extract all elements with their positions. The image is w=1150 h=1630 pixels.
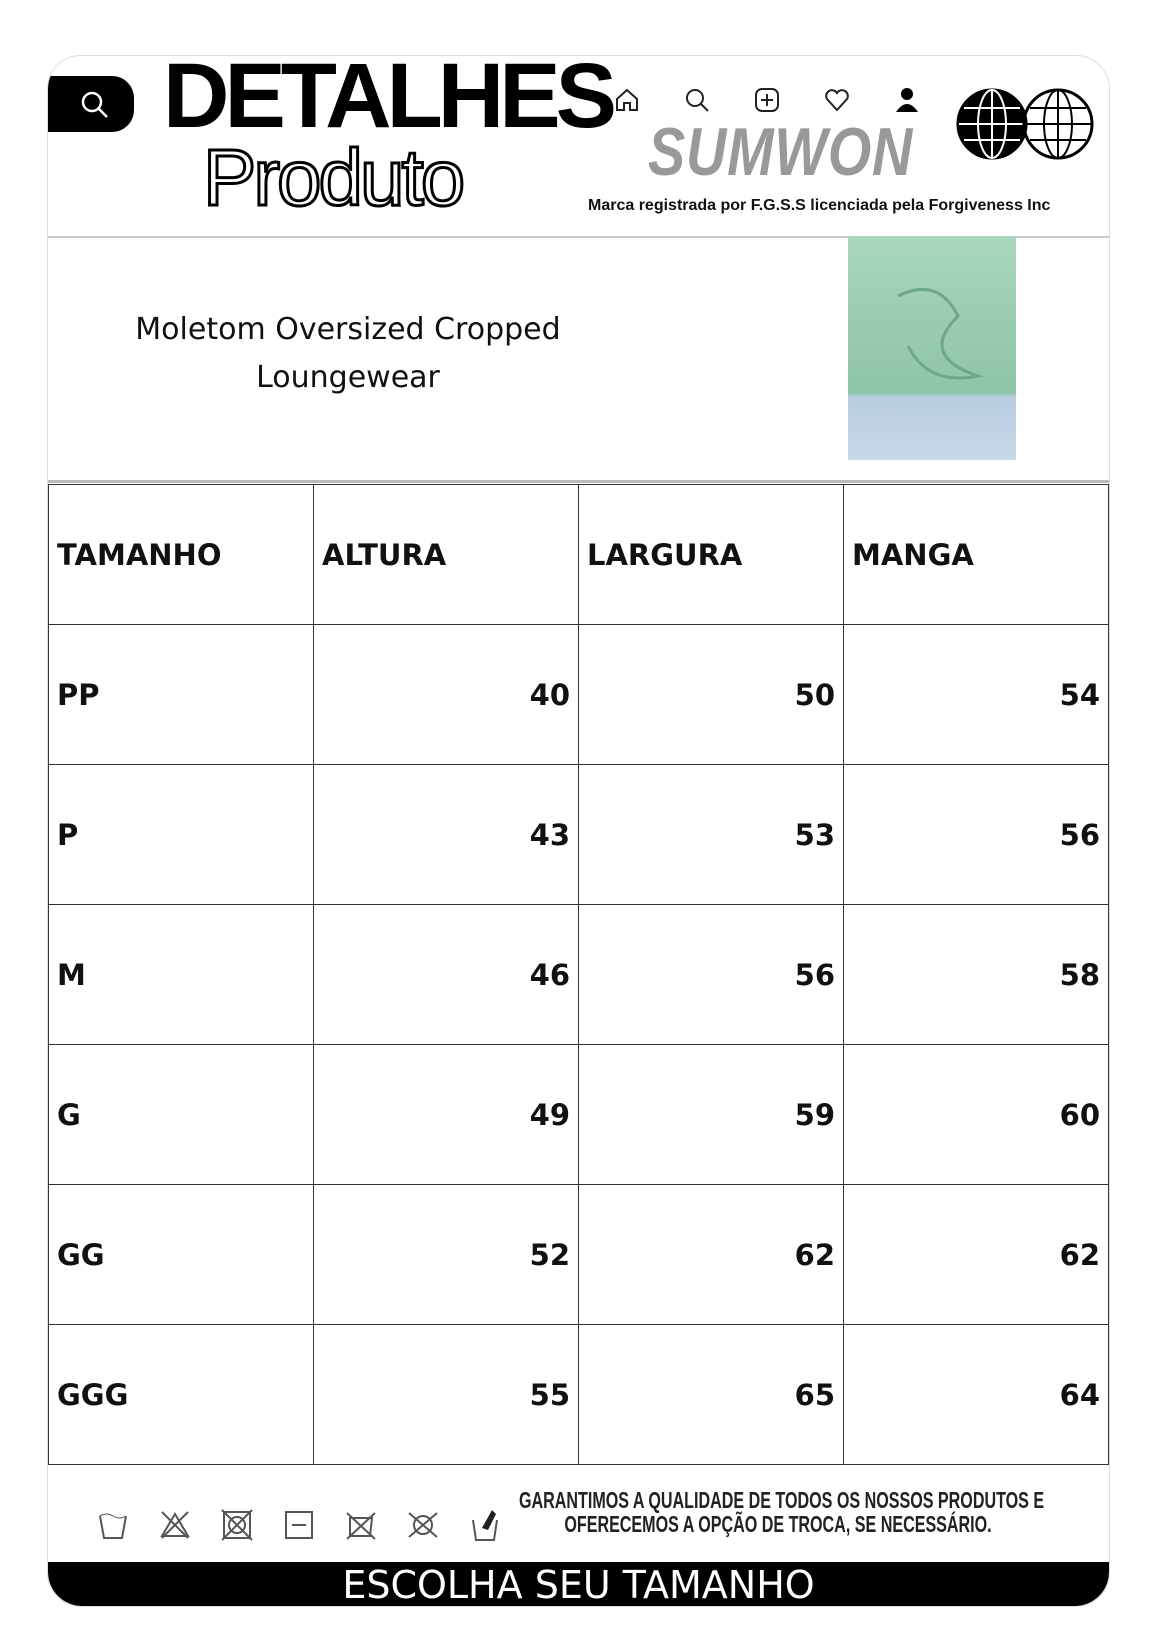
no-bleach-icon bbox=[160, 1511, 190, 1539]
product-name-line1: Moletom Oversized Cropped bbox=[135, 312, 561, 347]
size-cell: GG bbox=[48, 1184, 314, 1325]
wash-30-icon bbox=[99, 1513, 127, 1539]
measure-cell: 56 bbox=[578, 904, 844, 1045]
table-row: G 49 59 60 bbox=[48, 1044, 1109, 1185]
brand-logo: SUMWON bbox=[648, 114, 914, 190]
measure-cell: 46 bbox=[313, 904, 579, 1045]
measure-cell: 59 bbox=[578, 1044, 844, 1185]
home-icon[interactable] bbox=[613, 86, 641, 114]
table-row: PP 40 50 54 bbox=[48, 624, 1109, 765]
title-produto: Produto bbox=[201, 133, 466, 222]
header-cell: LARGURA bbox=[578, 484, 844, 625]
product-name: Moletom Oversized Cropped Loungewear bbox=[78, 306, 618, 402]
measure-cell: 54 bbox=[843, 624, 1109, 765]
size-cell: PP bbox=[48, 624, 314, 765]
table-row: GG 52 62 62 bbox=[48, 1184, 1109, 1325]
size-table: TAMANHO ALTURA LARGURA MANGA PP 40 50 54 P 43… bbox=[48, 484, 1109, 1465]
table-row: P 43 53 56 bbox=[48, 764, 1109, 905]
add-icon[interactable] bbox=[753, 86, 781, 114]
measure-cell: 64 bbox=[843, 1324, 1109, 1465]
measure-cell: 62 bbox=[578, 1184, 844, 1325]
measure-cell: 55 bbox=[313, 1324, 579, 1465]
size-cell: G bbox=[48, 1044, 314, 1185]
measure-cell: 50 bbox=[578, 624, 844, 765]
product-section: Moletom Oversized Cropped Loungewear bbox=[48, 236, 1109, 483]
product-image bbox=[848, 236, 1016, 460]
table-row: GGG 55 65 64 bbox=[48, 1324, 1109, 1465]
measure-cell: 62 bbox=[843, 1184, 1109, 1325]
product-name-line2: Loungewear bbox=[256, 360, 440, 395]
no-tumble-dry-icon bbox=[221, 1509, 253, 1541]
heart-icon[interactable] bbox=[823, 86, 851, 114]
size-chart-card: DETALHES Produto SUMWON Marca registrada… bbox=[47, 55, 1110, 1607]
size-cell: M bbox=[48, 904, 314, 1045]
measure-cell: 60 bbox=[843, 1044, 1109, 1185]
header-cell: ALTURA bbox=[313, 484, 579, 625]
search-icon bbox=[81, 91, 108, 118]
care-section: GARANTIMOS A QUALIDADE DE TODOS OS NOSSO… bbox=[48, 1468, 1109, 1564]
globe-icon bbox=[956, 88, 1094, 160]
measure-cell: 58 bbox=[843, 904, 1109, 1045]
choose-size-banner: ESCOLHA SEU TAMANHO bbox=[48, 1562, 1109, 1606]
measure-cell: 56 bbox=[843, 764, 1109, 905]
measure-cell: 40 bbox=[313, 624, 579, 765]
title-detalhes: DETALHES bbox=[163, 55, 617, 147]
guarantee-line1: GARANTIMOS A QUALIDADE DE TODOS OS NOSSO… bbox=[519, 1487, 1045, 1513]
measure-cell: 52 bbox=[313, 1184, 579, 1325]
size-cell: P bbox=[48, 764, 314, 905]
guarantee-line2: OFERECEMOS A OPÇÃO DE TROCA, SE NECESSÁR… bbox=[564, 1511, 992, 1537]
search-button[interactable] bbox=[48, 76, 134, 132]
dry-flat-icon bbox=[285, 1511, 313, 1539]
user-icon[interactable] bbox=[893, 86, 921, 114]
table-header-row: TAMANHO ALTURA LARGURA MANGA bbox=[48, 484, 1109, 625]
no-dry-clean-icon bbox=[408, 1512, 438, 1538]
guarantee-text: GARANTIMOS A QUALIDADE DE TODOS OS NOSSO… bbox=[519, 1487, 1045, 1537]
hand-wash-icon bbox=[472, 1510, 498, 1541]
header-cell: TAMANHO bbox=[48, 484, 314, 625]
trademark-text: Marca registrada por F.G.S.S licenciada … bbox=[588, 197, 1051, 214]
measure-cell: 43 bbox=[313, 764, 579, 905]
size-cell: GGG bbox=[48, 1324, 314, 1465]
measure-cell: 49 bbox=[313, 1044, 579, 1185]
measure-cell: 65 bbox=[578, 1324, 844, 1465]
measure-cell: 53 bbox=[578, 764, 844, 905]
header-cell: MANGA bbox=[843, 484, 1109, 625]
no-iron-icon bbox=[346, 1512, 376, 1540]
search-icon[interactable] bbox=[683, 86, 711, 114]
table-row: M 46 56 58 bbox=[48, 904, 1109, 1045]
header: DETALHES Produto SUMWON Marca registrada… bbox=[48, 56, 1109, 238]
